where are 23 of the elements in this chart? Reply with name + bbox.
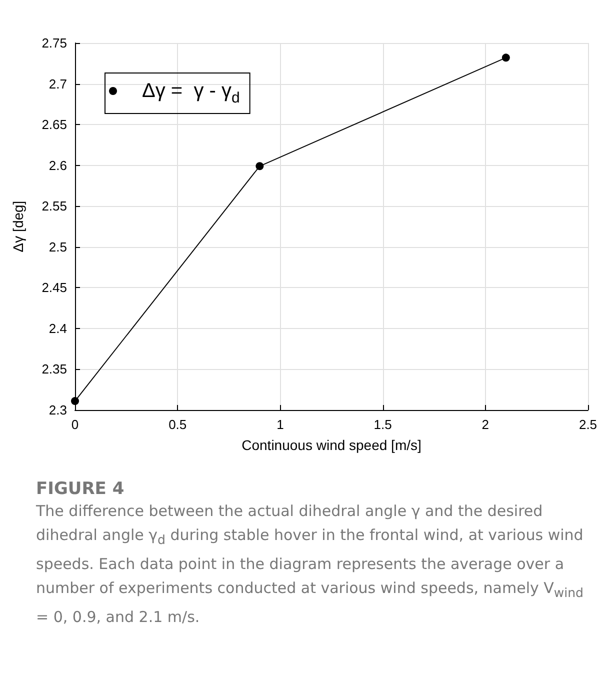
x-tick-label: 2.5 [578, 417, 598, 432]
text: The difference between the actual dihedral angle γ and the desired dihedral angle γ$_{d}$ during stable hover in the frontal wind, at various wind speeds. Each data point in the diagram represents the average over a number of experiments conducted at various wind speeds, namely V$_{wind}$ = 0, 0.9, and 2.1 m/s. [36, 502, 584, 626]
x-tick-label: 2 [482, 417, 490, 432]
y-tick-label: 2.5 [48, 239, 67, 254]
y-tick-label: 2.75 [42, 36, 67, 50]
point [502, 54, 510, 62]
y-tick-label: 2.35 [42, 362, 67, 377]
y-tick-label: 2.65 [42, 117, 67, 132]
x-tick-label: 0 [71, 417, 79, 432]
y-tick-label: 2.55 [42, 198, 67, 214]
x-axis-title: Continuous wind speed [m/s] [242, 437, 422, 453]
y-tick-label: 2.7 [48, 76, 67, 92]
x-tick-label: 1.5 [374, 417, 392, 432]
y-tick-label: 2.3 [48, 402, 67, 418]
y-tick-label: 2.45 [42, 280, 67, 296]
caption: FIGURE 4 [36, 479, 126, 499]
y-tick-label: 2.4 [48, 320, 67, 336]
x-tick-label: 1 [276, 417, 284, 432]
y-tick-label: 2.6 [48, 158, 67, 173]
point [256, 162, 264, 170]
point [71, 397, 79, 406]
y-axis-title: Δγ [deg] [10, 200, 26, 252]
x-tick-label: 0.5 [168, 417, 187, 432]
